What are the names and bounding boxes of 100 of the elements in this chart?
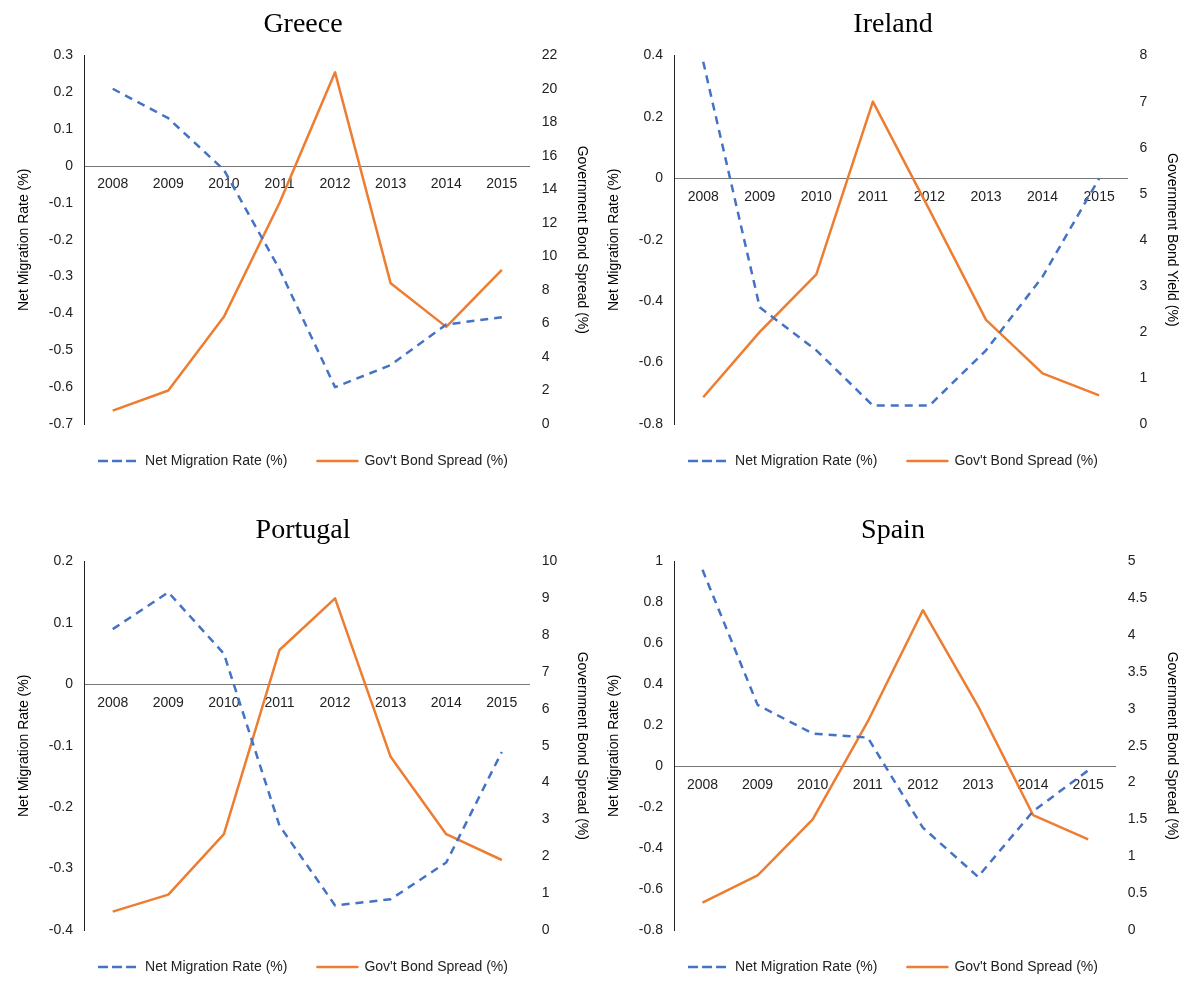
y-tick-label: 0 bbox=[65, 675, 74, 692]
y2-tick-label: 12 bbox=[541, 213, 558, 230]
y-tick-label: 0.2 bbox=[643, 107, 664, 124]
y-tick-label: -0.2 bbox=[638, 230, 664, 247]
y-tick-label: 1 bbox=[655, 552, 664, 569]
x-tick-label: 2011 bbox=[264, 693, 295, 710]
y-tick-label: -0.6 bbox=[638, 353, 664, 370]
y-tick-label: -0.3 bbox=[48, 267, 74, 284]
y-axis-title: Net Migration Rate (%) bbox=[605, 168, 622, 311]
x-tick-label: 2015 bbox=[1072, 775, 1104, 792]
chart-title: Spain bbox=[861, 513, 925, 545]
y-tick-label: 0.3 bbox=[53, 46, 74, 63]
x-tick-label: 2011 bbox=[857, 187, 889, 204]
x-tick-label: 2015 bbox=[1083, 187, 1115, 204]
y2-tick-label: 3 bbox=[1139, 276, 1148, 293]
y-tick-label: -0.5 bbox=[48, 341, 74, 358]
x-tick-label: 2009 bbox=[152, 693, 185, 710]
x-tick-label: 2008 bbox=[687, 187, 719, 204]
x-tick-label: 2010 bbox=[208, 693, 240, 710]
legend-label: Gov't Bond Spread (%) bbox=[954, 451, 1098, 468]
y-tick-label: 0.8 bbox=[643, 593, 664, 610]
y2-tick-label: 2 bbox=[1127, 773, 1136, 790]
y2-tick-label: 20 bbox=[541, 79, 558, 96]
y2-tick-label: 5 bbox=[1139, 184, 1148, 201]
legend-label: Net Migration Rate (%) bbox=[735, 957, 878, 974]
y-tick-label: 0.4 bbox=[643, 46, 664, 63]
y2-tick-label: 0 bbox=[1127, 920, 1136, 937]
legend-label: Net Migration Rate (%) bbox=[145, 957, 288, 974]
y2-tick-label: 4.5 bbox=[1127, 589, 1148, 606]
legend-label: Gov't Bond Spread (%) bbox=[954, 957, 1098, 974]
y2-tick-label: 1 bbox=[541, 884, 550, 901]
y-tick-label: -0.1 bbox=[48, 193, 74, 210]
y2-tick-label: 4 bbox=[541, 773, 550, 790]
y-tick-label: -0.4 bbox=[48, 304, 74, 321]
y-tick-label: -0.4 bbox=[638, 838, 664, 855]
y2-tick-label: 2 bbox=[541, 381, 550, 398]
chart-title: Portugal bbox=[255, 513, 351, 545]
y-tick-label: -0.7 bbox=[48, 414, 74, 431]
y-axis-title: Net Migration Rate (%) bbox=[15, 674, 32, 817]
y2-tick-label: 4 bbox=[1139, 230, 1148, 247]
x-tick-label: 2008 bbox=[97, 175, 129, 192]
y2-tick-label: 1 bbox=[1127, 847, 1136, 864]
y-tick-label: 0 bbox=[655, 169, 664, 186]
y2-tick-label: 6 bbox=[1139, 138, 1148, 155]
y-tick-label: -0.2 bbox=[48, 798, 74, 815]
x-tick-label: 2015 bbox=[486, 693, 518, 710]
y-tick-label: 0 bbox=[65, 156, 74, 173]
y-tick-label: -0.2 bbox=[638, 798, 664, 815]
y-tick-label: 0 bbox=[655, 757, 664, 774]
x-tick-label: 2009 bbox=[742, 775, 774, 792]
y2-tick-label: 1 bbox=[1139, 368, 1148, 385]
y-tick-label: -0.8 bbox=[638, 920, 664, 937]
x-tick-label: 2010 bbox=[208, 175, 240, 192]
legend-label: Gov't Bond Spread (%) bbox=[364, 957, 508, 974]
y2-tick-label: 14 bbox=[541, 180, 558, 197]
y-tick-label: -0.1 bbox=[48, 736, 74, 753]
x-tick-label: 2012 bbox=[319, 693, 351, 710]
x-tick-label: 2013 bbox=[375, 693, 407, 710]
y2-tick-label: 5 bbox=[1127, 552, 1136, 569]
y-tick-label: -0.6 bbox=[48, 378, 74, 395]
legend-label: Gov't Bond Spread (%) bbox=[364, 451, 508, 468]
y2-axis-title: Government Bond Spread (%) bbox=[574, 651, 591, 840]
y-tick-label: -0.3 bbox=[48, 859, 74, 876]
y-tick-label: -0.2 bbox=[48, 230, 74, 247]
legend-label: Net Migration Rate (%) bbox=[145, 451, 288, 468]
x-tick-label: 2014 bbox=[430, 693, 463, 710]
x-tick-label: 2013 bbox=[970, 187, 1002, 204]
y2-tick-label: 8 bbox=[541, 626, 550, 643]
y2-tick-label: 0.5 bbox=[1127, 884, 1148, 901]
y2-tick-label: 4 bbox=[541, 347, 550, 364]
x-tick-label: 2011 bbox=[852, 775, 884, 792]
x-tick-label: 2014 bbox=[1017, 775, 1049, 792]
y2-tick-label: 3 bbox=[1127, 699, 1136, 716]
y2-tick-label: 1.5 bbox=[1127, 810, 1148, 827]
x-tick-label: 2014 bbox=[1026, 187, 1059, 204]
y2-tick-label: 7 bbox=[541, 662, 550, 679]
y-tick-label: 0.1 bbox=[53, 613, 74, 630]
x-tick-label: 2013 bbox=[962, 775, 994, 792]
y2-axis-title: Government Bond Yield (%) bbox=[1164, 153, 1181, 327]
y-tick-label: 0.2 bbox=[643, 716, 664, 733]
y2-tick-label: 3 bbox=[541, 810, 550, 827]
y2-tick-label: 7 bbox=[1139, 92, 1148, 109]
y2-tick-label: 0 bbox=[541, 920, 550, 937]
legend-label: Net Migration Rate (%) bbox=[735, 451, 878, 468]
y2-tick-label: 6 bbox=[541, 314, 550, 331]
y-axis-title: Net Migration Rate (%) bbox=[15, 168, 32, 311]
x-tick-label: 2012 bbox=[907, 775, 939, 792]
x-tick-label: 2009 bbox=[744, 187, 776, 204]
x-tick-label: 2009 bbox=[152, 175, 185, 192]
y-tick-label: -0.8 bbox=[638, 414, 664, 431]
y-tick-label: 0.6 bbox=[643, 634, 664, 651]
y2-tick-label: 22 bbox=[541, 46, 558, 63]
y2-tick-label: 5 bbox=[541, 736, 550, 753]
x-tick-label: 2013 bbox=[375, 175, 407, 192]
y2-tick-label: 10 bbox=[541, 247, 558, 264]
y2-tick-label: 4 bbox=[1127, 626, 1136, 643]
x-tick-label: 2008 bbox=[97, 693, 129, 710]
y-axis-title: Net Migration Rate (%) bbox=[605, 674, 622, 817]
y2-axis-title: Government Bond Spread (%) bbox=[1164, 651, 1181, 840]
x-tick-label: 2012 bbox=[319, 175, 351, 192]
